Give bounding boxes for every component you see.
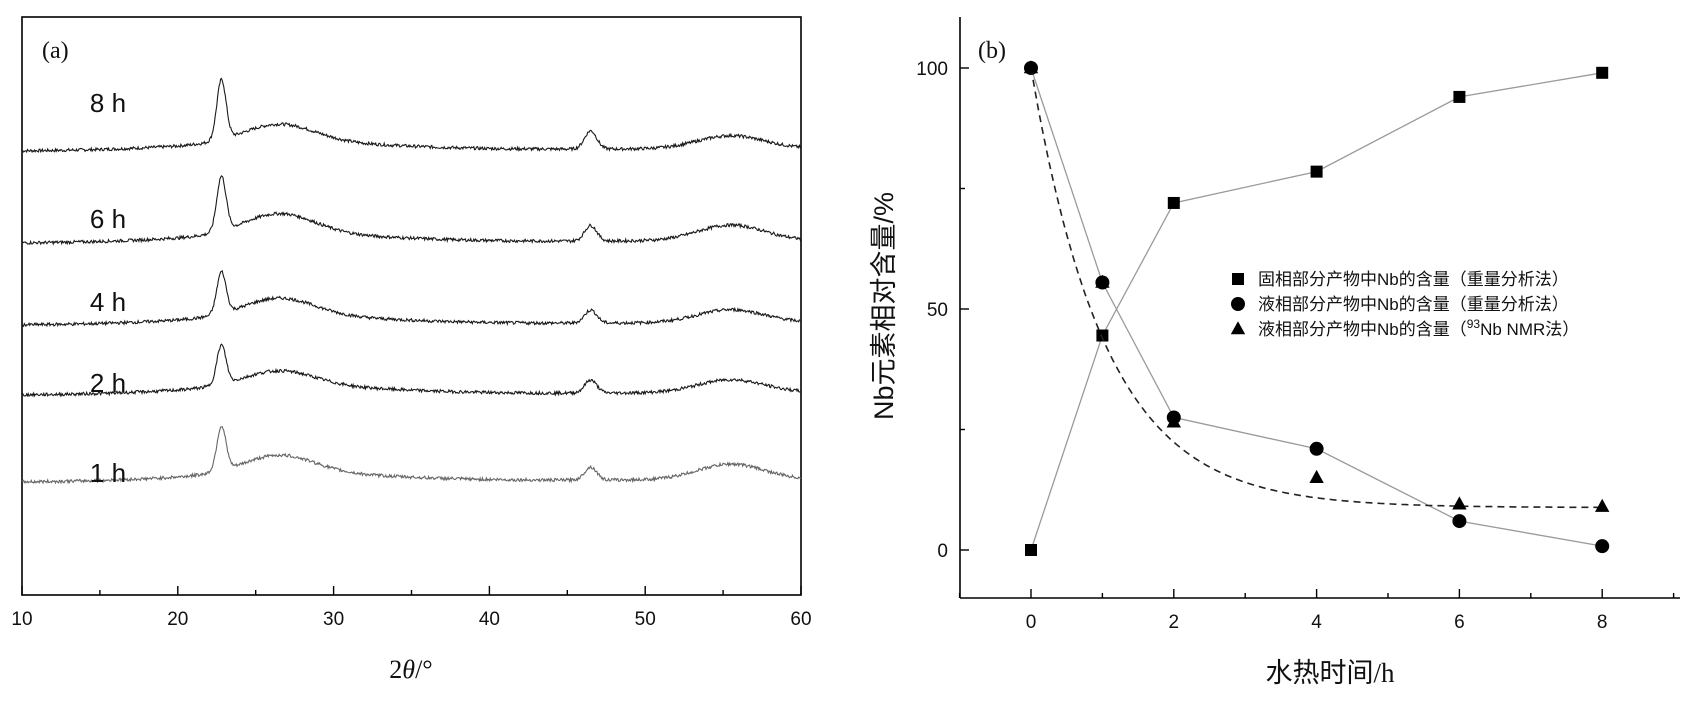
panel-b-y-axis-label: Nb元素相对含量/% [869, 192, 899, 420]
legend-label: 液相部分产物中Nb的含量（93Nb NMR法） [1258, 317, 1579, 339]
xrd-curve-1h [21, 426, 801, 485]
legend-marker-square [1232, 273, 1244, 285]
series-triangle [1023, 60, 1610, 512]
legend-marker-circle [1231, 297, 1245, 311]
legend-label: 液相部分产物中Nb的含量（重量分析法） [1258, 295, 1569, 314]
x-tick-label: 50 [635, 609, 656, 630]
data-point-triangle [1595, 498, 1610, 512]
panel-a-frame [21, 16, 802, 596]
data-point-triangle [1309, 469, 1324, 483]
panel-b-label: (b) [978, 38, 1006, 64]
xrd-series-label: 8 h [90, 88, 126, 118]
x-tick-label: 40 [479, 609, 500, 630]
series-line [1030, 67, 1603, 547]
xrd-series-label: 1 h [90, 458, 126, 488]
x-tick-label: 10 [11, 609, 32, 630]
series-square [1025, 66, 1609, 556]
x-tick-label: 6 [1454, 612, 1465, 633]
data-point-circle [1595, 539, 1610, 554]
xrd-curve-2h [21, 343, 802, 398]
data-point-square [1167, 196, 1180, 209]
x-tick-label: 20 [167, 609, 188, 630]
panel-a-label: (a) [42, 38, 69, 64]
x-tick-label: 30 [323, 609, 344, 630]
data-point-square [1596, 66, 1609, 79]
x-tick-label: 0 [1026, 612, 1037, 633]
xrd-series-label: 4 h [90, 287, 126, 317]
y-tick-label: 100 [916, 59, 948, 80]
legend-label: 固相部分产物中Nb的含量（重量分析法） [1258, 270, 1569, 289]
data-point-square [1096, 329, 1109, 342]
panel-a-x-axis-label: 2θ/° [389, 655, 432, 684]
data-point-square [1310, 165, 1323, 178]
data-point-triangle [1095, 274, 1110, 288]
data-point-triangle [1452, 496, 1467, 510]
panel-b-x-axis-label: 水热时间/h [1265, 658, 1395, 688]
x-tick-label: 2 [1169, 612, 1180, 633]
data-point-square [1025, 544, 1037, 556]
xrd-curves [21, 77, 802, 485]
legend-marker-triangle [1230, 321, 1246, 335]
xrd-curve-4h [21, 269, 801, 328]
x-tick-label: 60 [790, 609, 811, 630]
panel-b-series [1023, 60, 1610, 556]
data-point-triangle [1166, 414, 1181, 428]
legend: 固相部分产物中Nb的含量（重量分析法） 液相部分产物中Nb的含量（重量分析法） 液相… [1230, 270, 1579, 339]
xrd-series-label: 2 h [90, 368, 126, 398]
panel-b-ticks: 0 2 4 6 8 0 50 100 [916, 59, 1675, 633]
xrd-series-labels: 8 h 6 h 4 h 2 h 1 h [90, 88, 126, 488]
panel-a: 8 h 6 h 4 h 2 h 1 h 10 20 30 40 50 60 (a) 2θ/° [11, 16, 812, 684]
series-line [1030, 72, 1603, 551]
y-tick-label: 0 [937, 541, 948, 562]
y-tick-label: 50 [927, 300, 948, 321]
x-tick-label: 8 [1597, 612, 1608, 633]
xrd-series-label: 6 h [90, 204, 126, 234]
x-tick-label: 4 [1311, 612, 1322, 633]
panel-b: 0 2 4 6 8 0 50 100 固相部分产物中Nb的含量（重量分析法） 液相部分产物中Nb… [869, 17, 1680, 688]
data-point-triangle [1023, 60, 1039, 74]
xrd-curve-8h [21, 77, 802, 154]
xrd-curve-6h [21, 175, 802, 246]
data-point-square [1453, 90, 1466, 103]
data-point-circle [1309, 441, 1324, 456]
panel-a-x-ticks: 10 20 30 40 50 60 [11, 586, 812, 630]
data-point-circle [1452, 514, 1467, 529]
